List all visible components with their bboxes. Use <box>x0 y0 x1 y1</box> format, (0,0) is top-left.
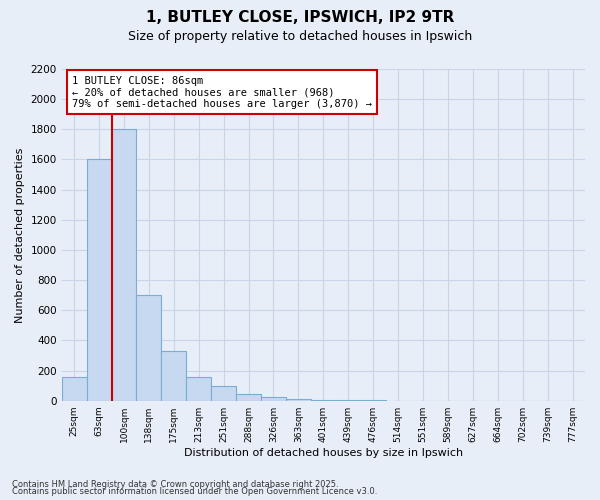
X-axis label: Distribution of detached houses by size in Ipswich: Distribution of detached houses by size … <box>184 448 463 458</box>
Text: Size of property relative to detached houses in Ipswich: Size of property relative to detached ho… <box>128 30 472 43</box>
Bar <box>186 378 211 400</box>
Bar <box>211 386 236 400</box>
Text: 1 BUTLEY CLOSE: 86sqm
← 20% of detached houses are smaller (968)
79% of semi-det: 1 BUTLEY CLOSE: 86sqm ← 20% of detached … <box>72 76 372 109</box>
Bar <box>286 399 311 400</box>
Y-axis label: Number of detached properties: Number of detached properties <box>15 147 25 322</box>
Text: Contains HM Land Registry data © Crown copyright and database right 2025.: Contains HM Land Registry data © Crown c… <box>12 480 338 489</box>
Bar <box>62 378 86 400</box>
Bar <box>261 397 286 400</box>
Bar <box>236 394 261 400</box>
Bar <box>161 351 186 401</box>
Bar <box>86 160 112 400</box>
Bar <box>112 130 136 400</box>
Text: Contains public sector information licensed under the Open Government Licence v3: Contains public sector information licen… <box>12 488 377 496</box>
Text: 1, BUTLEY CLOSE, IPSWICH, IP2 9TR: 1, BUTLEY CLOSE, IPSWICH, IP2 9TR <box>146 10 454 25</box>
Bar <box>136 295 161 401</box>
